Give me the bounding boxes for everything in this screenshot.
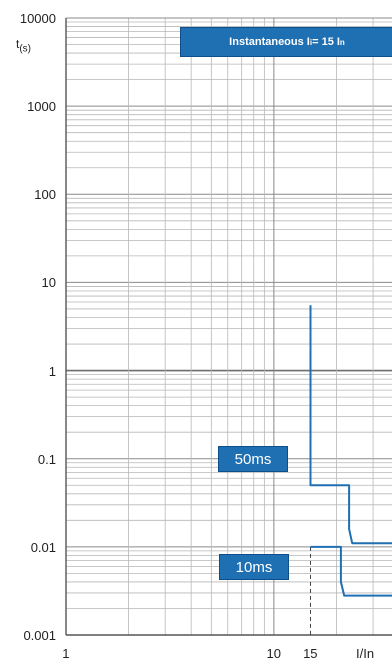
title-main: Instantaneous I [229, 36, 310, 48]
y-tick-label: 1000 [27, 99, 56, 115]
title-rest: = 15 I [312, 36, 340, 48]
title-sub: i [309, 37, 313, 47]
y-axis-label: t(s) [16, 37, 32, 55]
grid [65, 18, 392, 636]
annotation-10ms: 10ms [219, 554, 289, 580]
title-sub2: n [339, 37, 345, 47]
y-tick-label: 10 [41, 275, 56, 291]
y-tick-label: 0.001 [23, 628, 56, 643]
series-line-1 [309, 305, 392, 545]
y-tick-label: 10000 [19, 11, 56, 26]
y-tick-label: 100 [34, 187, 56, 203]
x-tick-label: 1 [62, 646, 70, 661]
series-layer [309, 305, 392, 635]
series-line-2 [310, 545, 392, 597]
x-axis-label: I/In [356, 646, 375, 661]
y-tick-label: 1 [48, 363, 56, 379]
annotation-50ms: 50ms [218, 446, 288, 472]
y-tick-label: 0.01 [30, 539, 56, 555]
plot-frame [65, 17, 392, 636]
x-tick-label: 15 [303, 646, 318, 661]
x-tick-label: 10 [266, 646, 281, 661]
y-tick-label: 0.1 [37, 451, 56, 467]
